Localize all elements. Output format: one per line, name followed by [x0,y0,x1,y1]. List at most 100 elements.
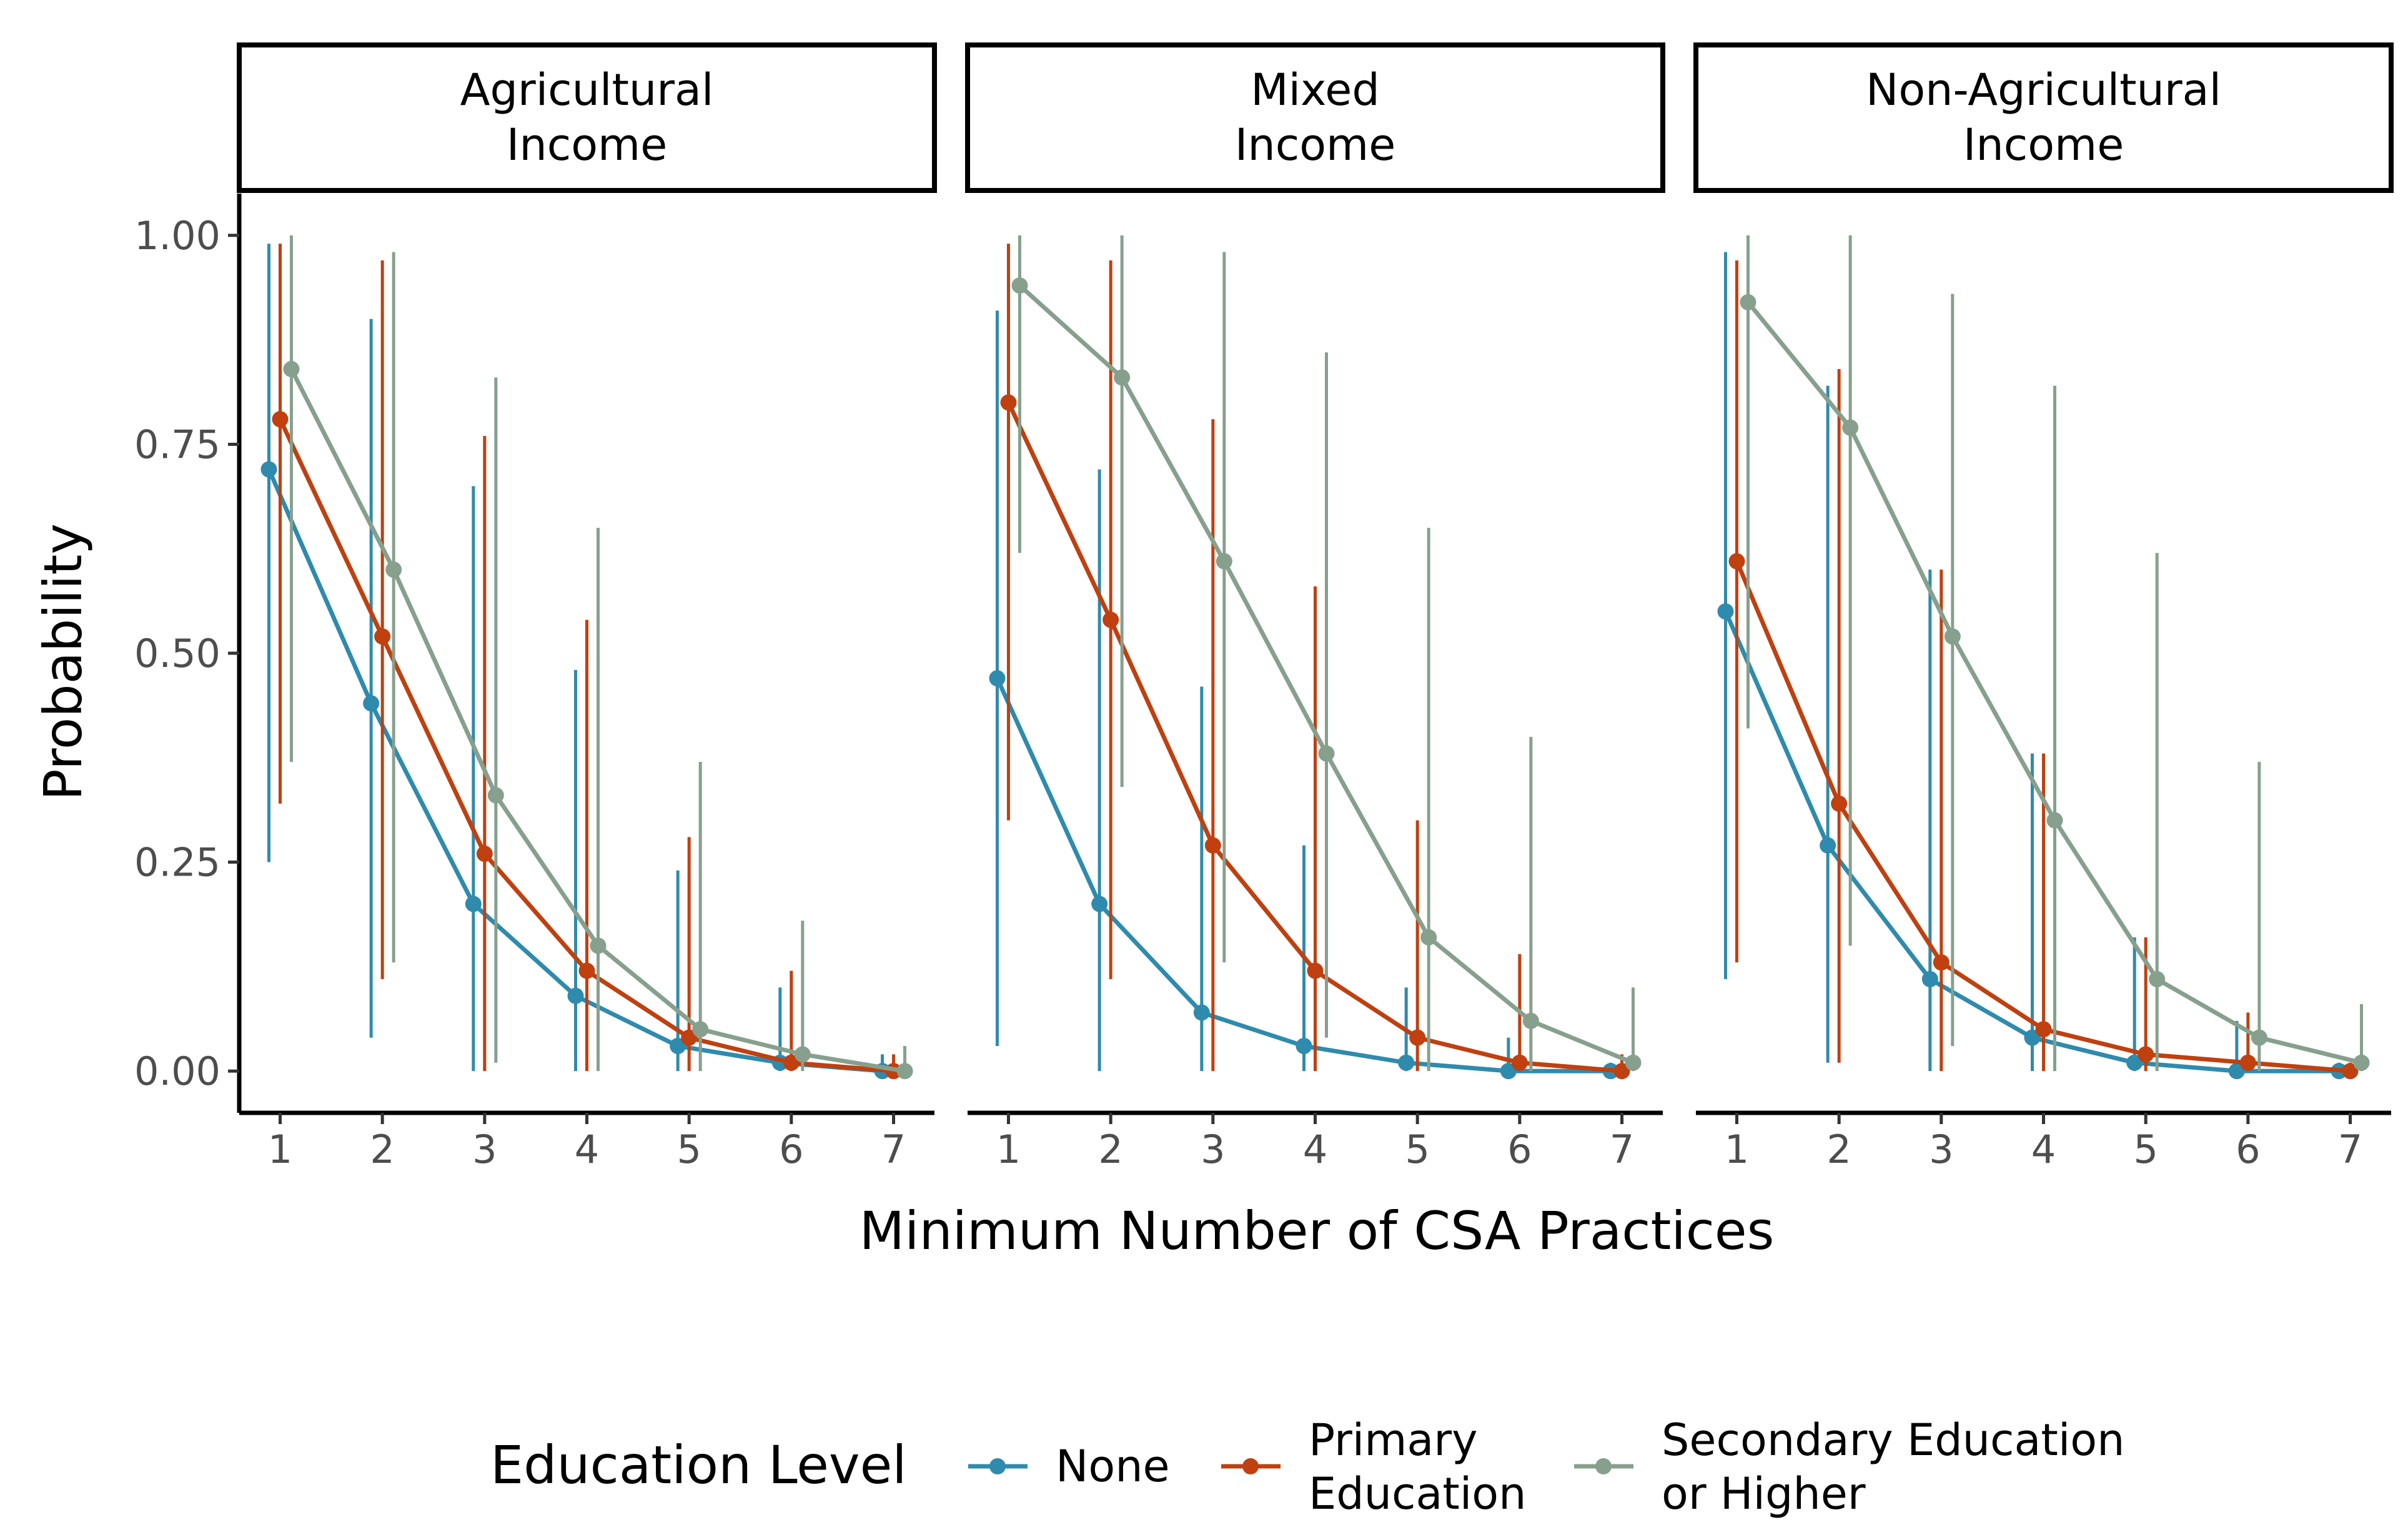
data-point [2046,812,2063,829]
legend-label-line: None [1056,1441,1170,1492]
data-point [1000,394,1017,411]
x-tick-label: 3 [1929,1127,1953,1172]
data-point [1398,1054,1415,1071]
y-tick-label: 0.75 [134,422,220,467]
x-tick-label: 5 [676,1127,701,1172]
y-tick-label: 0.50 [134,631,220,676]
data-point [1500,1063,1517,1080]
data-point [385,561,402,578]
data-point [1420,929,1437,945]
x-tick-label: 1 [1725,1127,1749,1172]
data-point [1728,553,1745,570]
x-tick-label: 3 [472,1127,497,1172]
data-point [1204,837,1221,854]
data-point [2024,1029,2041,1046]
x-tick-label: 7 [1610,1127,1634,1172]
data-point [1193,1004,1210,1021]
data-point [1625,1054,1642,1071]
data-point [567,987,584,1004]
data-point [1820,837,1836,854]
panel-title-line: Non-Agricultural [1866,64,2221,116]
series-primary-education [1000,244,1630,1080]
y-tick-label: 1.00 [134,213,220,259]
data-point [578,962,595,979]
data-point [2126,1054,2143,1071]
series-secondary-education-or-higher [1740,235,2370,1072]
legend-item-none: None [968,1441,1170,1492]
data-point [2138,1046,2154,1063]
data-point [1740,294,1756,310]
data-point [2342,1063,2359,1080]
data-point [283,361,300,378]
panel-strip [965,42,1665,193]
legend-title: Education Level [490,1434,907,1496]
x-tick-label: 5 [1405,1127,1429,1172]
series-secondary-education-or-higher [283,235,913,1080]
data-point [1318,745,1335,762]
x-tick-label: 4 [575,1127,599,1172]
series-primary-education [1728,260,2359,1080]
panel-strip [1693,42,2394,193]
y-tick-label: 0.25 [134,840,220,886]
series-none [260,244,891,1080]
data-point [465,896,482,912]
x-tick-label: 1 [996,1127,1021,1172]
data-point [989,670,1006,687]
data-point [590,937,607,954]
x-tick-label: 4 [2031,1127,2056,1172]
series-none [989,310,1619,1080]
series-primary-education [272,244,902,1080]
x-tick-label: 4 [1303,1127,1327,1172]
y-tick-label: 0.00 [134,1049,220,1094]
data-point [487,787,504,804]
data-point [1717,603,1734,620]
x-tick-label: 5 [2133,1127,2158,1172]
data-point [1409,1029,1426,1046]
data-point [1842,419,1859,436]
data-point [1114,369,1131,386]
data-point [1921,970,1938,987]
data-point [260,461,277,478]
legend-label-line: Primary [1309,1414,1478,1466]
data-point [1011,277,1028,294]
data-point [670,1037,686,1054]
data-point [1831,795,1848,812]
x-tick-label: 2 [1826,1127,1851,1172]
data-point [1091,896,1108,912]
data-point [681,1029,698,1046]
x-axis-title: Minimum Number of CSA Practices [860,1200,1775,1261]
panel-title-line: Mixed [1251,64,1380,116]
data-point [363,695,380,712]
data-point [2035,1021,2052,1038]
data-point [1933,954,1950,971]
data-point [794,1046,811,1063]
x-tick-label: 2 [1098,1127,1122,1172]
x-tick-label: 6 [2236,1127,2260,1172]
x-tick-label: 7 [881,1127,906,1172]
legend-label-line: or Higher [1662,1468,1866,1519]
legend-key-point [989,1458,1006,1474]
data-point [1307,962,1324,979]
x-tick-label: 6 [1507,1127,1532,1172]
data-point [1944,628,1961,645]
legend-key-point [1595,1458,1612,1474]
legend-key-point [1242,1458,1259,1474]
panel-title-line: Agricultural [460,64,714,116]
panel-title-line: Income [507,119,668,170]
data-point [2239,1054,2256,1071]
data-point [1296,1037,1312,1054]
data-point [272,411,289,428]
x-tick-label: 7 [2338,1127,2362,1172]
data-point [2149,970,2166,987]
y-axis-title: Probability [32,523,94,801]
data-point [476,846,493,862]
data-point [2353,1054,2370,1071]
x-tick-label: 3 [1201,1127,1225,1172]
